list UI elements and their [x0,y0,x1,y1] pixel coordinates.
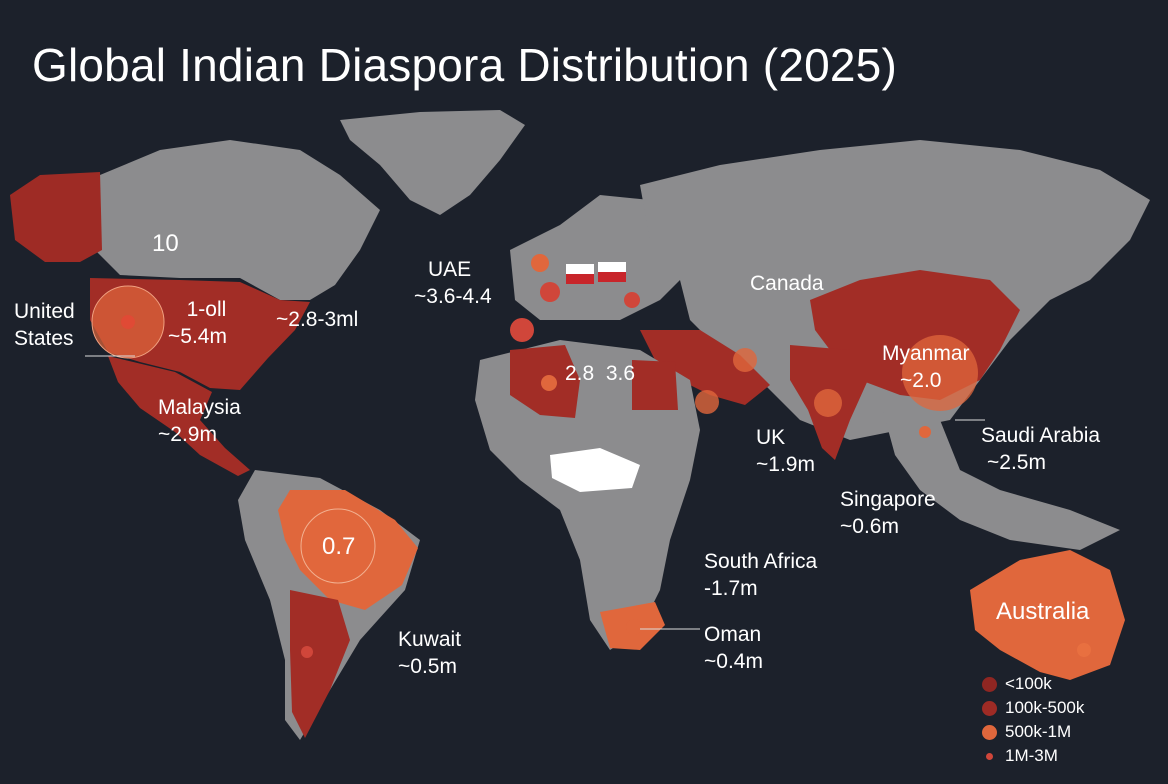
legend-dot [982,676,997,692]
legend-dot [982,724,997,740]
legend-label: <100k [1005,674,1052,693]
india-marker[interactable] [814,389,842,417]
label-australia: Australia [996,598,1090,625]
argentina-marker[interactable] [301,646,313,658]
label-europe-numbers: 2.8 3.6 [565,362,636,385]
flag-marker-1-stripe [566,274,594,284]
legend-item: 500k-1M [982,720,1084,744]
legend-label: 500k-1M [1005,722,1072,741]
middle-east-land[interactable] [640,330,770,405]
label-south-africa: South Africa -1.7m [704,550,818,600]
europe-marker-3[interactable] [624,292,640,308]
label-kuwait: Kuwait ~0.5m [398,628,462,678]
label-singapore: Singapore ~0.6m [840,488,936,538]
map-title: Global Indian Diaspora Distribution (202… [32,39,897,91]
label-myanmar: Myanmar ~2.0 [882,342,970,392]
argentina-land[interactable] [290,590,350,738]
label-oman: Oman ~0.4m [704,623,763,673]
legend-item: 1M-3M [982,744,1084,768]
egypt-land[interactable] [632,360,678,410]
legend-item: 100k-500k [982,696,1084,720]
label-uae: UAE ~3.6-4.4 [414,258,492,308]
brazil-marker[interactable] [300,508,376,584]
china-marker[interactable] [919,426,931,438]
label-us-value: 1-oll ~5.4m [168,298,227,348]
canada-land[interactable] [95,140,380,300]
saudi-marker[interactable] [733,348,757,372]
alaska[interactable] [10,172,102,262]
label-north-america-number: 10 [152,230,179,257]
legend-dot [982,700,997,716]
us-marker-core [121,315,135,329]
algeria-marker[interactable] [541,375,557,391]
myanmar-marker[interactable] [902,335,978,411]
legend-dot [986,752,993,760]
europe-marker-2[interactable] [540,282,560,302]
label-uk: UK ~1.9m [756,426,815,476]
legend-label: 100k-500k [1005,698,1085,717]
africa-land[interactable] [475,340,700,650]
label-canada: Canada [750,272,824,295]
map-legend: <100k 100k-500k 500k-1M 1M-3M [982,672,1084,768]
greenland[interactable] [340,110,525,215]
middle-east-marker[interactable] [695,390,719,414]
label-east-us: ~2.8-3ml [276,308,359,331]
australia-marker[interactable] [1077,643,1091,657]
label-brazil-value: 0.7 [322,533,356,560]
mexico-land[interactable] [108,356,250,476]
europe-marker-1[interactable] [531,254,549,272]
legend-label: 1M-3M [1005,746,1058,765]
nigeria-region-highlight[interactable] [550,448,640,492]
legend-item: <100k [982,672,1084,696]
label-saudi-arabia: Saudi Arabia ~2.5m [981,424,1101,474]
europe-marker-4[interactable] [510,318,534,342]
flag-marker-2-stripe [598,272,626,282]
south-africa-marker[interactable] [626,619,642,635]
label-united-states: United States [14,300,75,350]
label-malaysia: Malaysia ~2.9m [158,396,241,446]
southeast-asia-land[interactable] [880,400,1120,550]
